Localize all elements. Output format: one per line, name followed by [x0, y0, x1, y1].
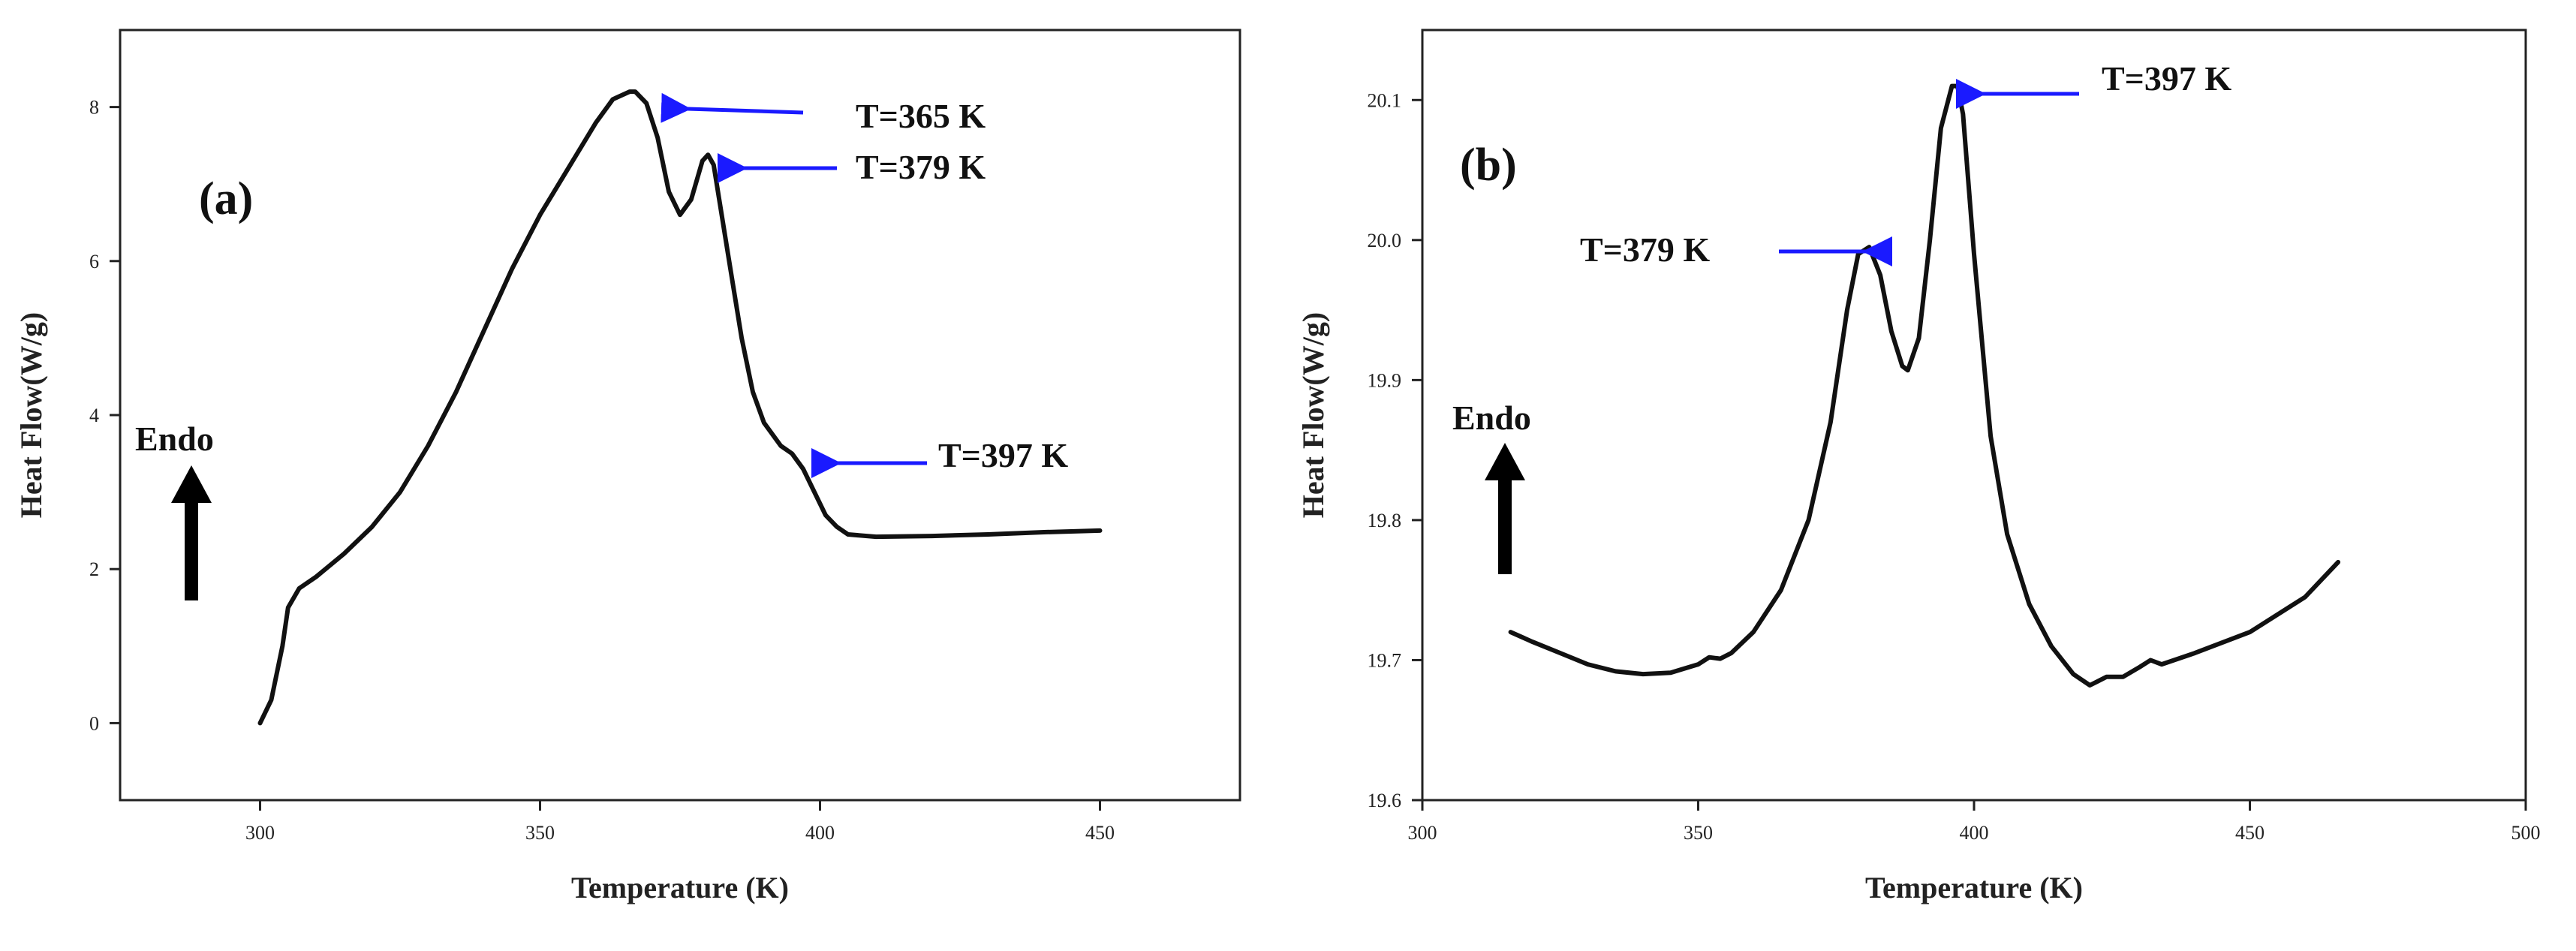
chart-panel-a: 300 350 400 450 0 2 4 6 8 Temperature (K) Heat Flo… — [14, 29, 1241, 904]
y-axis-label: Heat Flow(W/g) — [14, 312, 48, 518]
y-tick-label: 19.9 — [1368, 369, 1402, 391]
endo-arrow-shaft — [185, 495, 198, 600]
series-line — [257, 89, 1103, 726]
endo-label: Endo — [1452, 399, 1531, 437]
endo-arrow-head — [171, 465, 212, 503]
x-tick-label: 450 — [2235, 822, 2265, 844]
y-tick-label: 0 — [89, 712, 99, 734]
x-tick-label: 300 — [1408, 822, 1437, 844]
x-tick-label: 300 — [245, 822, 275, 844]
x-tick-label: 450 — [1085, 822, 1115, 844]
x-axis-label: Temperature (K) — [1865, 871, 2083, 904]
annotation-label: T=379 K — [1580, 230, 1710, 269]
annotation-arrow — [661, 92, 804, 123]
y-tick-label: 19.6 — [1368, 790, 1402, 811]
x-axis-label: Temperature (K) — [571, 871, 789, 904]
endo-arrow-head — [1485, 443, 1525, 480]
y-tick-label: 8 — [89, 97, 99, 119]
y-tick-label: 19.7 — [1368, 649, 1402, 671]
series-line — [1508, 83, 2341, 688]
chart-panel-b: 300 350 400 450 500 19.6 19.7 19.8 19.9 20.0 20.1 T… — [1296, 29, 2541, 904]
y-tick-label: 6 — [89, 251, 99, 272]
x-tick-label: 400 — [1960, 822, 1989, 844]
plot-frame — [1421, 29, 2527, 802]
y-tick-label: 2 — [89, 558, 99, 580]
annotation-label: T=397 K — [938, 436, 1068, 474]
y-tick-label: 20.0 — [1368, 230, 1402, 251]
panel-label: (a) — [199, 173, 253, 224]
annotation-label: T=397 K — [2102, 59, 2231, 98]
x-tick-label: 350 — [1684, 822, 1713, 844]
annotation-label: T=365 K — [856, 97, 986, 135]
y-tick-label: 19.8 — [1368, 510, 1402, 531]
plot-frame — [119, 29, 1241, 802]
y-tick-label: 20.1 — [1368, 89, 1402, 111]
y-axis-label: Heat Flow(W/g) — [1296, 312, 1330, 518]
panel-label: (b) — [1460, 140, 1517, 191]
endo-arrow-shaft — [1498, 473, 1512, 574]
endo-label: Endo — [135, 420, 214, 458]
x-tick-label: 350 — [525, 822, 555, 844]
x-tick-label: 500 — [2511, 822, 2541, 844]
y-tick-label: 4 — [89, 405, 99, 426]
annotation-label: T=379 K — [856, 148, 986, 186]
x-tick-label: 400 — [805, 822, 835, 844]
